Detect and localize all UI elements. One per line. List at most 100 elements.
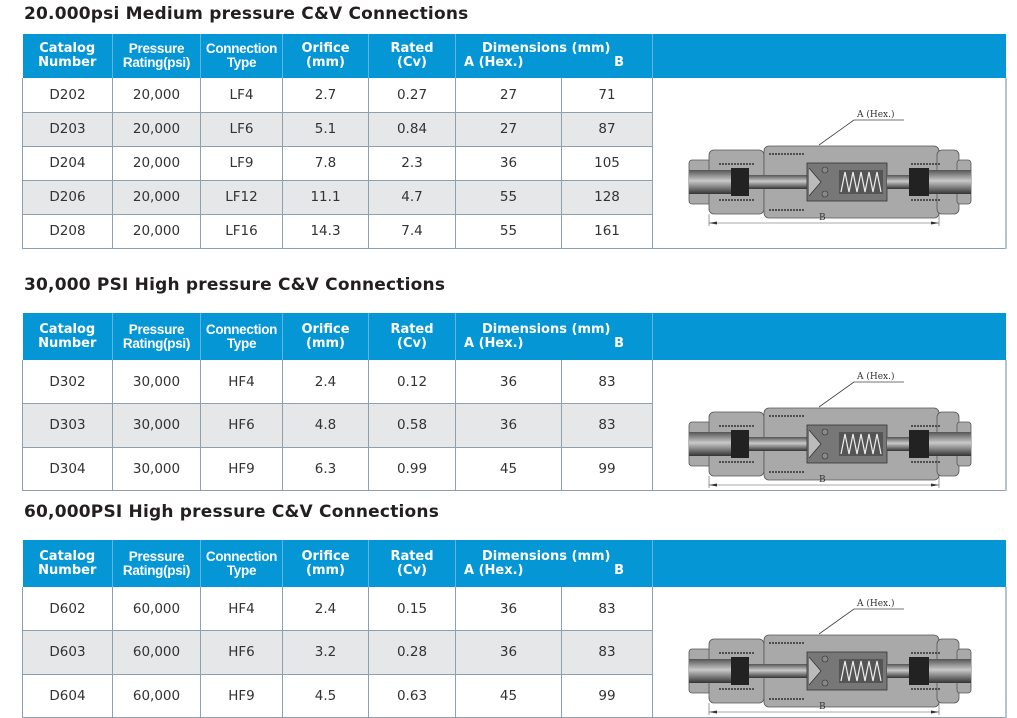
cell-orifice: 4.5 bbox=[282, 674, 369, 718]
cell-dim-b: 83 bbox=[561, 360, 654, 404]
table-row: D603 60,000 HF6 3.2 0.28 36 83 bbox=[22, 630, 1006, 675]
table-row: D604 60,000 HF9 4.5 0.63 45 99 bbox=[22, 674, 1006, 718]
header-pressure-rating: Pressure Rating(psi) bbox=[112, 34, 201, 78]
cell-orifice: 5.1 bbox=[282, 112, 369, 147]
header-catalog-number: Catalog Number bbox=[22, 540, 113, 587]
cell-rated-cv: 0.28 bbox=[368, 630, 456, 675]
header-diagram-blank bbox=[652, 34, 1006, 78]
header-catalog-number: Catalog Number bbox=[22, 34, 113, 78]
cell-dim-b: 99 bbox=[561, 447, 654, 491]
cell-pressure-rating: 20,000 bbox=[112, 146, 201, 181]
cell-orifice: 2.4 bbox=[282, 360, 369, 404]
header-dimensions: Dimensions (mm) A (Hex.) B bbox=[455, 540, 654, 587]
cell-dim-b: 83 bbox=[561, 630, 654, 675]
header-pressure-rating: Pressure Rating(psi) bbox=[112, 540, 201, 587]
diagram-cell: A (Hex.) B bbox=[652, 587, 1007, 718]
cell-rated-cv: 0.27 bbox=[368, 78, 456, 113]
cell-pressure-rating: 20,000 bbox=[112, 78, 201, 113]
cell-pressure-rating: 30,000 bbox=[112, 447, 201, 491]
section-title-60000psi: 60,000PSI High pressure C&V Connections bbox=[24, 502, 440, 522]
cell-pressure-rating: 20,000 bbox=[112, 214, 201, 249]
table-row: D602 60,000 HF4 2.4 0.15 36 83 A (Hex.) bbox=[22, 587, 1007, 718]
cell-connection-type: LF9 bbox=[200, 146, 283, 181]
cell-dim-a-hex: 36 bbox=[455, 146, 562, 181]
table-row: D203 20,000 LF6 5.1 0.84 27 87 bbox=[22, 112, 1006, 147]
spec-table-20000psi: Catalog Number Pressure Rating(psi) Connec… bbox=[22, 34, 1007, 249]
header-orifice: Orifice (mm) bbox=[282, 313, 369, 360]
header-diagram-blank bbox=[652, 540, 1006, 587]
cell-dim-b: 105 bbox=[561, 146, 654, 181]
cell-catalog-number: D203 bbox=[22, 112, 113, 147]
cell-rated-cv: 4.7 bbox=[368, 180, 456, 215]
table-header-row: Catalog Number Pressure Rating(psi) Connec… bbox=[22, 313, 1006, 360]
header-rated-cv: Rated (Cv) bbox=[368, 540, 456, 587]
header-pressure-rating: Pressure Rating(psi) bbox=[112, 313, 201, 360]
cell-catalog-number: D302 bbox=[22, 360, 113, 404]
cell-orifice: 7.8 bbox=[282, 146, 369, 181]
cell-rated-cv: 0.58 bbox=[368, 403, 456, 448]
diagram-cell: A (Hex.) B bbox=[652, 78, 1007, 249]
check-valve-cross-section-diagram: A (Hex.) B bbox=[688, 109, 972, 226]
cell-pressure-rating: 20,000 bbox=[112, 112, 201, 147]
cell-dim-b: 161 bbox=[561, 214, 654, 249]
cell-dim-b: 71 bbox=[561, 78, 654, 113]
table-row: D304 30,000 HF9 6.3 0.99 45 99 bbox=[22, 447, 1006, 491]
cell-connection-type: LF12 bbox=[200, 180, 283, 215]
cell-orifice: 2.4 bbox=[282, 587, 369, 631]
cell-dim-a-hex: 27 bbox=[455, 78, 562, 113]
spec-table-30000psi: Catalog Number Pressure Rating(psi) Connec… bbox=[22, 313, 1007, 491]
table-row: D302 30,000 HF4 2.4 0.12 36 83 A (Hex.) bbox=[22, 360, 1007, 491]
header-connection-type: Connection Type bbox=[200, 313, 283, 360]
cell-dim-a-hex: 55 bbox=[455, 214, 562, 249]
header-rated-cv: Rated (Cv) bbox=[368, 34, 456, 78]
cell-pressure-rating: 30,000 bbox=[112, 360, 201, 404]
cell-pressure-rating: 20,000 bbox=[112, 180, 201, 215]
cell-orifice: 6.3 bbox=[282, 447, 369, 491]
cell-connection-type: HF9 bbox=[200, 674, 283, 718]
cell-rated-cv: 0.99 bbox=[368, 447, 456, 491]
cell-catalog-number: D206 bbox=[22, 180, 113, 215]
cell-catalog-number: D208 bbox=[22, 214, 113, 249]
header-rated-cv: Rated (Cv) bbox=[368, 313, 456, 360]
cell-pressure-rating: 60,000 bbox=[112, 674, 201, 718]
cell-connection-type: HF6 bbox=[200, 630, 283, 675]
section-title-20000psi: 20.000psi Medium pressure C&V Connection… bbox=[24, 4, 469, 24]
cell-catalog-number: D202 bbox=[22, 78, 113, 113]
spec-table-60000psi: Catalog Number Pressure Rating(psi) Connec… bbox=[22, 540, 1007, 718]
cell-catalog-number: D604 bbox=[22, 674, 113, 718]
cell-connection-type: HF9 bbox=[200, 447, 283, 491]
cell-dim-a-hex: 36 bbox=[455, 403, 562, 448]
cell-orifice: 3.2 bbox=[282, 630, 369, 675]
cell-dim-a-hex: 55 bbox=[455, 180, 562, 215]
section-title-30000psi: 30,000 PSI High pressure C&V Connections bbox=[24, 275, 446, 295]
diagram-cell: A (Hex.) B bbox=[652, 360, 1007, 491]
cell-dim-b: 128 bbox=[561, 180, 654, 215]
table-row: D208 20,000 LF16 14.3 7.4 55 161 bbox=[22, 214, 1006, 249]
cell-catalog-number: D204 bbox=[22, 146, 113, 181]
table-header-row: Catalog Number Pressure Rating(psi) Connec… bbox=[22, 540, 1006, 587]
cell-dim-a-hex: 36 bbox=[455, 630, 562, 675]
cell-pressure-rating: 30,000 bbox=[112, 403, 201, 448]
cell-rated-cv: 0.84 bbox=[368, 112, 456, 147]
cell-orifice: 2.7 bbox=[282, 78, 369, 113]
header-catalog-number: Catalog Number bbox=[22, 313, 113, 360]
cell-rated-cv: 0.15 bbox=[368, 587, 456, 631]
header-dimensions: Dimensions (mm) A (Hex.) B bbox=[455, 313, 654, 360]
header-dimensions: Dimensions (mm) A (Hex.) B bbox=[455, 34, 654, 78]
table-row: D206 20,000 LF12 11.1 4.7 55 128 bbox=[22, 180, 1006, 215]
cell-catalog-number: D602 bbox=[22, 587, 113, 631]
cell-orifice: 14.3 bbox=[282, 214, 369, 249]
label-a-hex: A (Hex.) bbox=[856, 109, 895, 120]
header-orifice: Orifice (mm) bbox=[282, 34, 369, 78]
cell-dim-a-hex: 45 bbox=[455, 447, 562, 491]
cell-dim-a-hex: 45 bbox=[455, 674, 562, 718]
check-valve-cross-section-diagram: A (Hex.) B bbox=[688, 598, 972, 715]
cell-connection-type: HF4 bbox=[200, 587, 283, 631]
header-diagram-blank bbox=[652, 313, 1006, 360]
cell-dim-b: 83 bbox=[561, 587, 654, 631]
cell-dim-a-hex: 36 bbox=[455, 587, 562, 631]
cell-dim-a-hex: 36 bbox=[455, 360, 562, 404]
cell-connection-type: LF4 bbox=[200, 78, 283, 113]
cell-rated-cv: 0.12 bbox=[368, 360, 456, 404]
cell-orifice: 11.1 bbox=[282, 180, 369, 215]
